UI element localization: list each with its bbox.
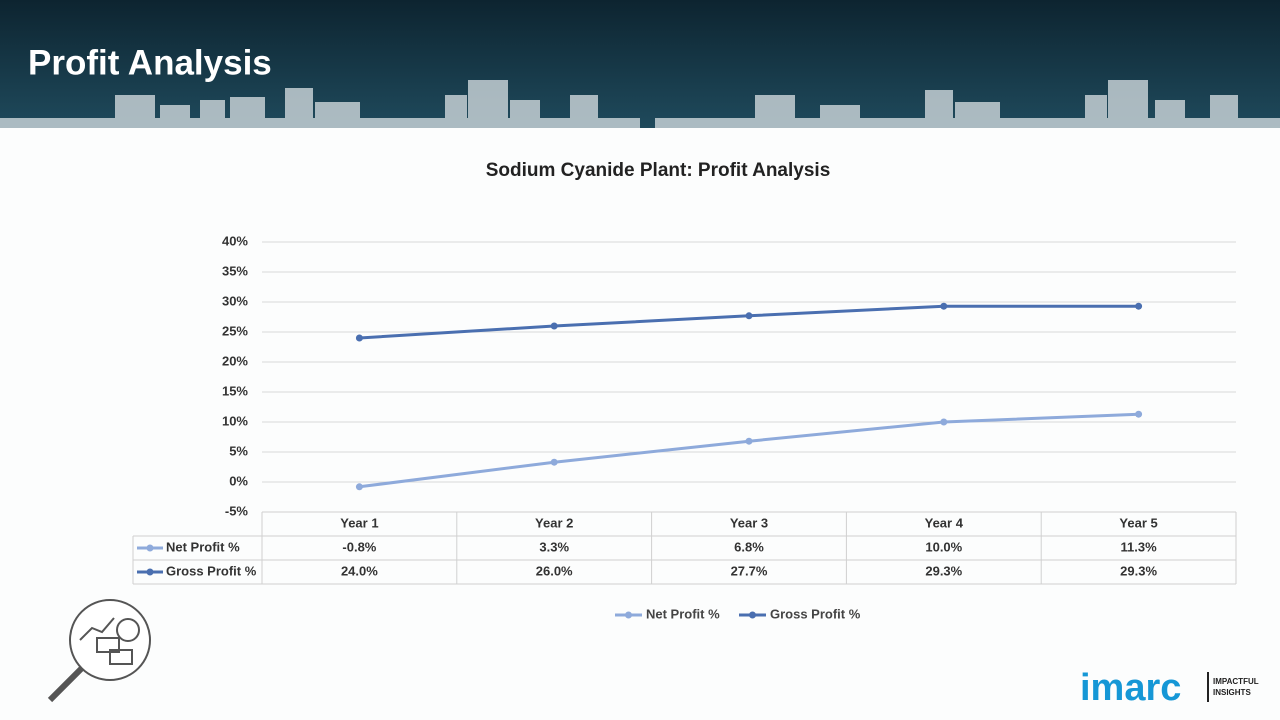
table-value: 29.3% [1120, 563, 1157, 578]
table-value: 11.3% [1121, 539, 1158, 554]
data-point [355, 483, 363, 491]
y-tick-label: 20% [222, 353, 248, 368]
legend-swatch [625, 611, 632, 619]
table-value: 24.0% [341, 563, 378, 578]
table-row-label: Gross Profit % [166, 563, 257, 578]
table-value: 29.3% [925, 563, 962, 578]
chart: -5% 0% 5% 10% 15% 20% 25% 30% 35% 40% Year 1 Year 2… [132, 233, 1237, 621]
y-tick-label: 0% [229, 473, 248, 488]
logo-tagline: IMPACTFUL [1213, 677, 1259, 686]
y-tick-label: 35% [222, 263, 248, 278]
y-tick-label: 5% [229, 443, 248, 458]
data-point [745, 312, 753, 320]
logo: imarc IMPACTFUL INSIGHTS [1080, 667, 1259, 709]
data-point [1135, 410, 1143, 418]
slide-title: Profit Analysis [28, 43, 272, 82]
category-label: Year 1 [340, 515, 378, 530]
y-tick-label: 10% [222, 413, 248, 428]
table-value: 26.0% [536, 563, 573, 578]
data-point [1135, 302, 1143, 310]
table-row-label: Net Profit % [166, 539, 240, 554]
data-point [940, 302, 948, 310]
data-point [745, 437, 753, 445]
analysis-icon [47, 599, 151, 703]
data-point [940, 418, 948, 426]
y-tick-label: 25% [222, 323, 248, 338]
table-value: 6.8% [734, 539, 764, 554]
legend-swatch [146, 568, 154, 576]
y-tick-label: -5% [225, 503, 249, 518]
data-point [355, 334, 363, 342]
y-tick-label: 40% [222, 233, 248, 248]
category-label: Year 5 [1119, 515, 1157, 530]
table-value: 3.3% [539, 539, 569, 554]
legend-swatch [146, 544, 154, 552]
table-value: 10.0% [925, 539, 962, 554]
y-tick-label: 30% [222, 293, 248, 308]
table-value: 27.7% [731, 563, 768, 578]
legend-label: Net Profit % [646, 606, 720, 621]
logo-brand: imarc [1080, 667, 1181, 709]
y-tick-label: 15% [222, 383, 248, 398]
data-point [550, 458, 558, 466]
logo-tagline: INSIGHTS [1213, 688, 1251, 697]
category-label: Year 3 [730, 515, 768, 530]
data-point [550, 322, 558, 330]
legend-swatch [749, 611, 756, 619]
category-label: Year 4 [925, 515, 964, 530]
chart-title: Sodium Cyanide Plant: Profit Analysis [486, 160, 831, 181]
legend-label: Gross Profit % [770, 606, 861, 621]
category-label: Year 2 [535, 515, 573, 530]
skyline [0, 80, 1280, 128]
content-panel [0, 128, 1280, 720]
table-value: -0.8% [342, 539, 376, 554]
